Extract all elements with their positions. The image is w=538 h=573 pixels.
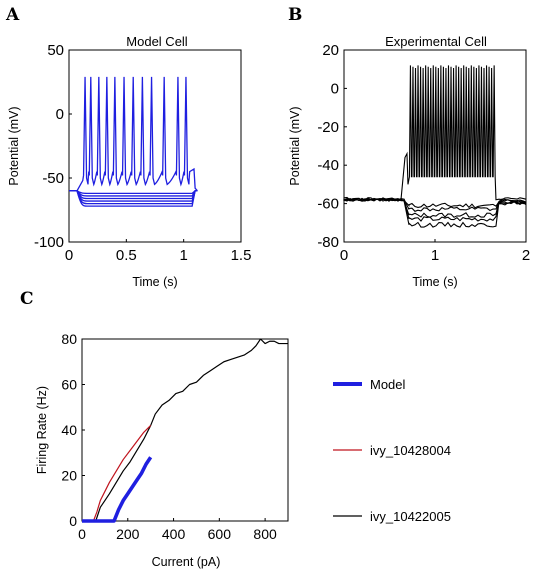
panel-a-xtick-label: 0: [65, 247, 73, 264]
panel-b-ytick-label: -60: [317, 196, 339, 213]
panel-b-hyperpolarized-trace: [343, 197, 527, 222]
panel-c-xtick-label: 800: [253, 526, 277, 542]
legend-label-ivy-10428004: ivy_10428004: [370, 443, 451, 458]
panel-a-traces: [69, 76, 198, 207]
panel-b-ytick-label: 20: [322, 42, 339, 59]
panel-a-ylabel: Potential (mV): [7, 106, 21, 185]
panel-a-xtick-label: 0.5: [116, 247, 137, 264]
panel-b-ylabel: Potential (mV): [288, 106, 302, 185]
panel-a-ytick-label: 50: [47, 42, 64, 59]
panel-a-spiking-trace: [69, 76, 198, 192]
panel-c-ytick-label: 80: [61, 331, 77, 347]
panel-letter-c: C: [20, 289, 34, 309]
panel-c-ticks: 0 200 400 600 800 0 20 40 60 80: [61, 331, 277, 542]
panel-c-xtick-label: 200: [116, 526, 140, 542]
panel-a-title: Model Cell: [126, 34, 188, 49]
panel-c-series: [82, 338, 288, 523]
panel-c-ytick-label: 20: [61, 468, 77, 484]
panel-b-ytick-label: -40: [317, 157, 339, 174]
panel-c-xtick-label: 600: [208, 526, 232, 542]
panel-a-ytick-label: -50: [42, 170, 64, 187]
panel-c-xtick-label: 400: [162, 526, 186, 542]
panel-letter-b: B: [288, 5, 302, 25]
panel-b-ticks: 0 1 2 -80 -60 -40 -20 0 20: [317, 42, 530, 264]
panel-b-spiking-trace: [343, 65, 527, 201]
panel-a-ytick-label: 0: [56, 106, 64, 123]
panel-c-legend: Model ivy_10428004 ivy_10422005: [333, 377, 451, 524]
panel-c-frame: [81, 338, 289, 522]
panel-b-xtick-label: 0: [340, 247, 348, 264]
panel-c-series-model: [82, 456, 153, 523]
panel-a-xtick-label: 1.5: [231, 247, 252, 264]
panel-b-chart: Experimental Cell Time (s) Potential (mV…: [288, 34, 530, 289]
panel-b-ytick-label: 0: [331, 80, 339, 97]
panel-c-series-ivy-10422005: [82, 338, 288, 522]
panel-a-hyperpolarized-trace: [69, 190, 198, 195]
panel-b-ytick-label: -20: [317, 119, 339, 136]
panel-c-xlabel: Current (pA): [152, 555, 221, 569]
panel-a-frame: [68, 49, 242, 243]
panel-c-xtick-label: 0: [78, 526, 86, 542]
panel-b-xtick-label: 1: [431, 247, 439, 264]
panel-c-ylabel: Firing Rate (Hz): [35, 386, 49, 474]
panel-a-xlabel: Time (s): [132, 275, 177, 289]
panel-c-series-ivy-10428004: [92, 425, 152, 522]
panel-b-ytick-label: -80: [317, 234, 339, 251]
panel-a-hyperpolarized-trace: [69, 190, 198, 200]
panel-letter-a: A: [5, 5, 20, 25]
panel-c-ytick-label: 40: [61, 422, 77, 438]
legend-label-model: Model: [370, 377, 406, 392]
panel-a-hyperpolarized-trace: [69, 190, 198, 207]
panel-a-xtick-label: 1: [179, 247, 187, 264]
panel-b-hyperpolarized-trace: [343, 198, 527, 228]
legend-label-ivy-10422005: ivy_10422005: [370, 509, 451, 524]
panel-b-xtick-label: 2: [522, 247, 530, 264]
panel-c-ytick-label: 0: [69, 513, 77, 529]
panel-b-title: Experimental Cell: [385, 34, 487, 49]
panel-a-ticks: 0 0.5 1 1.5 -100 -50 0 50: [34, 42, 251, 264]
panel-b-traces: [343, 65, 527, 228]
panel-a-chart: Model Cell Time (s) Potential (mV) 0 0.5 1…: [7, 34, 251, 289]
panel-b-xlabel: Time (s): [412, 275, 457, 289]
panel-c-chart: Current (pA) Firing Rate (Hz) 0 200 400 600…: [35, 331, 289, 569]
panel-c-ytick-label: 60: [61, 377, 77, 393]
panel-a-ytick-label: -100: [34, 234, 64, 251]
